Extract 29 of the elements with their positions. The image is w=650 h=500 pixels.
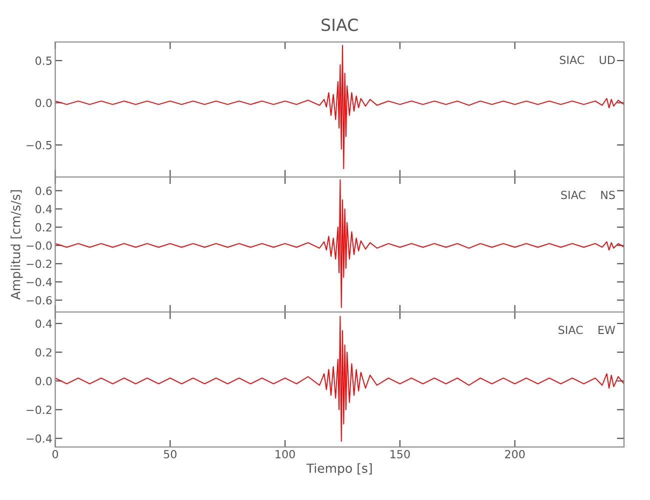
- y-tick-label: −0.5: [26, 140, 52, 150]
- line-series: [55, 179, 624, 308]
- x-axis-title: Tiempo [s]: [306, 463, 372, 476]
- y-tick-label: 0.2: [36, 348, 52, 357]
- y-tick-label: −0.4: [26, 434, 52, 443]
- annotation: SIAC UD: [560, 56, 615, 64]
- x-tick-label: 200: [505, 450, 525, 458]
- line-series: [55, 44, 624, 170]
- y-tick-label: −0.2: [26, 406, 52, 414]
- chart-title: SIAC: [322, 18, 358, 32]
- x-tick-label: 150: [390, 450, 410, 458]
- y-tick-label: 0.0: [36, 98, 52, 108]
- y-tick-label: 0.4: [36, 204, 52, 214]
- y-tick-label: 0.5: [36, 56, 52, 65]
- line-series: [55, 316, 624, 442]
- annotation: SIAC NS: [561, 190, 615, 200]
- y-tick-label: −0.4: [26, 278, 52, 286]
- y-tick-label: 0.2: [36, 223, 52, 232]
- y-tick-label: 0.0: [36, 376, 52, 386]
- x-tick-label: 0: [52, 450, 58, 458]
- x-tick-label: 50: [164, 450, 176, 458]
- y-tick-label: 0.6: [36, 186, 52, 196]
- y-tick-label: −0.2: [26, 260, 52, 268]
- y-tick-label: −0.0: [26, 241, 52, 250]
- y-axis-title: Amplitud [cm/s/s]: [10, 190, 23, 300]
- y-tick-label: −0.6: [26, 296, 52, 305]
- annotation: SIAC EW: [558, 326, 616, 334]
- y-tick-label: 0.4: [36, 319, 52, 328]
- x-tick-label: 100: [276, 450, 295, 458]
